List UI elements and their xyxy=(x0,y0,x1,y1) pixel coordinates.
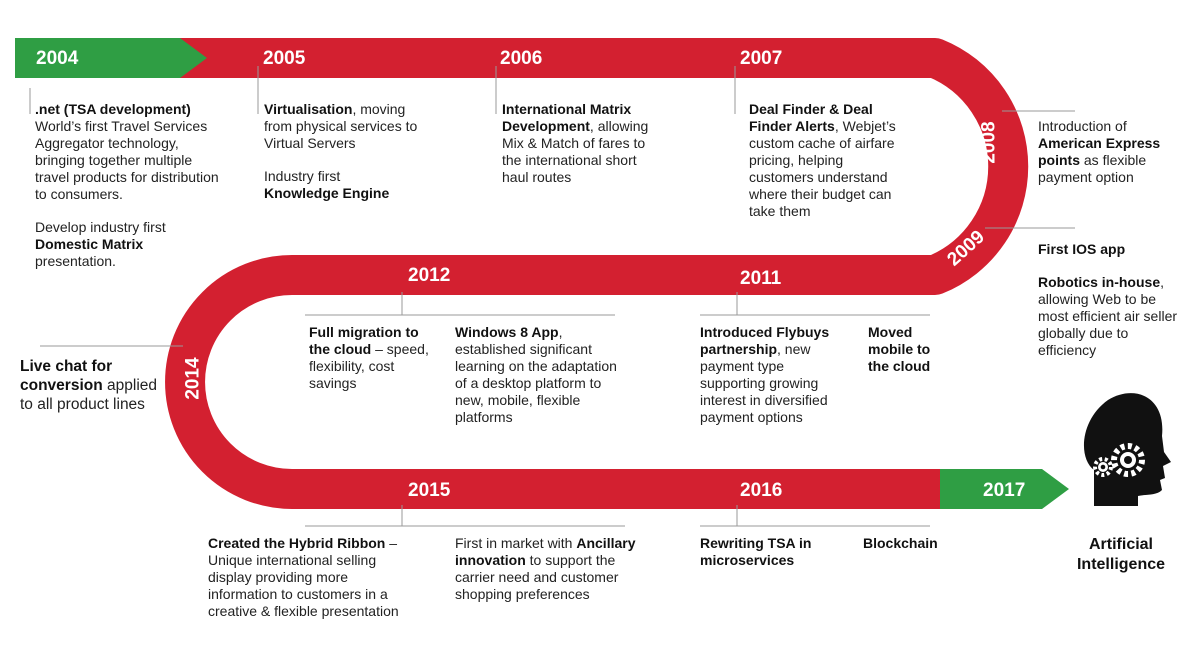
event-2015-b-pre: First in market with xyxy=(455,535,577,551)
event-2008-text: as flexible payment option xyxy=(1038,152,1147,185)
year-2015: 2015 xyxy=(408,480,451,501)
event-2015-a: Created the Hybrid Ribbon – Unique inter… xyxy=(208,535,408,620)
event-2015-b: First in market with Ancillary innovatio… xyxy=(455,535,640,603)
ai-label: Artificial Intelligence xyxy=(1076,536,1166,573)
event-2007-title: Deal Finder & Deal Finder Alerts xyxy=(749,101,873,134)
event-2006: International Matrix Development, allowi… xyxy=(502,101,652,186)
end-arrow xyxy=(940,469,1069,509)
event-2016-b: Blockchain xyxy=(863,535,943,552)
year-2016: 2016 xyxy=(740,480,783,501)
event-2005-b-pre: Industry first xyxy=(264,168,341,184)
event-2004: .net (TSA development) World’s first Trav… xyxy=(35,101,220,270)
event-2007-text: , Webjet’s custom cache of airfare prici… xyxy=(749,118,896,219)
head-gears-icon xyxy=(1083,393,1171,506)
connector-lines xyxy=(29,66,1075,527)
event-2012-b: Windows 8 App, established significant l… xyxy=(455,324,625,426)
event-2012-b-title: Windows 8 App xyxy=(455,324,559,340)
event-2014-text: applied to all product lines xyxy=(20,377,157,413)
year-2007: 2007 xyxy=(740,48,783,69)
event-2015-b-title: Ancillary innovation xyxy=(455,535,636,568)
event-2004-b-pre: Develop industry first xyxy=(35,219,166,235)
event-2005-text: , moving from physical services to Virtu… xyxy=(264,101,418,151)
event-2012-a: Full migration to the cloud – speed, fle… xyxy=(309,324,429,392)
year-2014: 2014 xyxy=(182,357,204,400)
event-2014-title: Live chat for conversion xyxy=(20,358,113,394)
event-2008-title: American Express points xyxy=(1038,135,1161,168)
event-2016-a: Rewriting TSA in microservices xyxy=(700,535,820,569)
event-2012-b-text: , established significant learning on th… xyxy=(455,324,617,425)
event-2004-title: .net (TSA development) xyxy=(35,101,191,117)
event-2014: Live chat for conversion applied to all … xyxy=(20,357,170,414)
year-2017: 2017 xyxy=(983,480,1026,501)
event-2004-b-post: presentation. xyxy=(35,253,116,269)
event-2009-b-text: , allowing Web to be most efficient air … xyxy=(1038,274,1178,358)
event-2004-b-title: Domestic Matrix xyxy=(35,236,144,252)
event-2012-a-title: Full migration to the cloud xyxy=(309,324,419,357)
event-2008: Introduction of American Express points … xyxy=(1038,118,1183,186)
year-2011: 2011 xyxy=(740,268,782,289)
event-2005-b-title: Knowledge Engine xyxy=(264,185,390,201)
event-2009: First IOS app Robotics in-house, allowin… xyxy=(1038,241,1178,359)
event-2011-a-title: Introduced Flybuys partnership xyxy=(700,324,830,357)
year-2005: 2005 xyxy=(263,48,306,69)
event-2006-text: , allowing Mix & Match of fares to the i… xyxy=(502,118,649,185)
event-2011-a-text: , new payment type supporting growing in… xyxy=(700,341,828,425)
event-2007: Deal Finder & Deal Finder Alerts, Webjet… xyxy=(749,101,909,220)
year-2008: 2008 xyxy=(978,121,1000,164)
ribbon-path xyxy=(165,38,1029,509)
event-2012-a-text: – speed, flexibility, cost savings xyxy=(309,341,429,391)
event-2015-b-text: to support the carrier need and customer… xyxy=(455,552,619,602)
year-2006: 2006 xyxy=(500,48,543,69)
event-2009-b-title: Robotics in-house xyxy=(1038,274,1161,290)
event-2016-a-title: Rewriting TSA in microservices xyxy=(700,535,812,568)
year-2012: 2012 xyxy=(408,265,451,286)
event-2005-title: Virtualisation xyxy=(264,101,353,117)
event-2011-b: Moved mobile to the cloud xyxy=(868,324,938,375)
start-arrow xyxy=(15,38,207,78)
event-2016-b-title: Blockchain xyxy=(863,535,938,551)
event-2009-title: First IOS app xyxy=(1038,241,1126,257)
event-2008-pre: Introduction of xyxy=(1038,118,1127,134)
event-2004-text: World’s first Travel Services Aggregator… xyxy=(35,118,219,202)
event-2015-a-title: Created the Hybrid Ribbon xyxy=(208,535,386,551)
event-2005: Virtualisation, moving from physical ser… xyxy=(264,101,419,202)
event-2006-title: International Matrix Development xyxy=(502,101,632,134)
event-2015-a-text: – Unique international selling display p… xyxy=(208,535,399,619)
year-2004: 2004 xyxy=(36,48,79,69)
event-2011-a: Introduced Flybuys partnership, new paym… xyxy=(700,324,850,426)
event-2011-b-title: Moved mobile to the cloud xyxy=(868,324,931,374)
